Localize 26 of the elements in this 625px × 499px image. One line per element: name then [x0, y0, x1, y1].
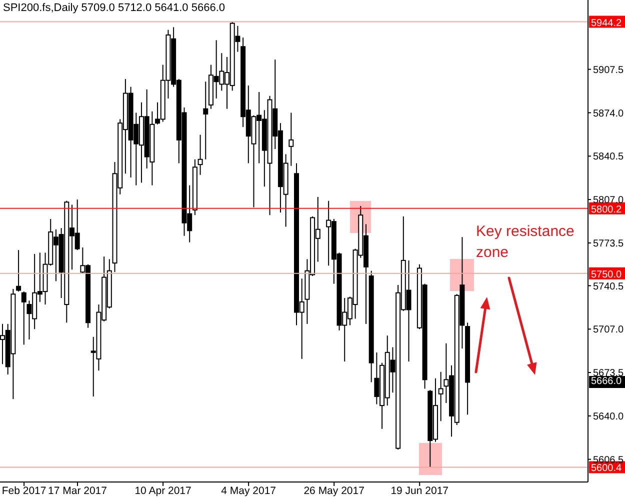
- ref-line-label: 5944.2: [591, 18, 622, 29]
- candlestick: [203, 81, 208, 160]
- y-tick-label: 5773.5: [593, 238, 624, 250]
- x-tick-label: 17 Mar 2017: [48, 485, 108, 497]
- y-tick-label: 5874.0: [593, 108, 624, 120]
- annotation: Key resistance zone: [476, 222, 576, 263]
- x-tick-label: 19 Jun 2017: [390, 485, 449, 497]
- x-tick-label: 26 May 2017: [304, 485, 365, 497]
- x-tick-label: 4 May 2017: [221, 485, 276, 497]
- annotation: 5666.0: [589, 376, 625, 388]
- y-tick-label: 5907.5: [593, 64, 624, 76]
- chart-title: SPI200.fs,Daily 5709.0 5712.0 5641.0 5666.0: [3, 2, 226, 14]
- ref-line-label: 5600.4: [591, 463, 622, 474]
- y-tick-label: 5707.0: [593, 324, 624, 336]
- x-tick-label: 10 Apr 2017: [134, 485, 192, 497]
- y-tick-label: 5640.0: [593, 411, 624, 422]
- candlestick: [198, 134, 203, 176]
- ref-line-label: 5800.2: [591, 204, 622, 216]
- candlestick: [288, 112, 294, 166]
- x-tick-label: Feb 2017: [2, 485, 46, 497]
- candlestick: [21, 291, 26, 346]
- y-tick-label: 5740.5: [593, 281, 624, 292]
- y-tick-label: 5840.5: [593, 152, 624, 163]
- ref-line-label: 5750.0: [591, 269, 622, 280]
- candlestick: [438, 371, 444, 422]
- candlestick: [16, 250, 22, 292]
